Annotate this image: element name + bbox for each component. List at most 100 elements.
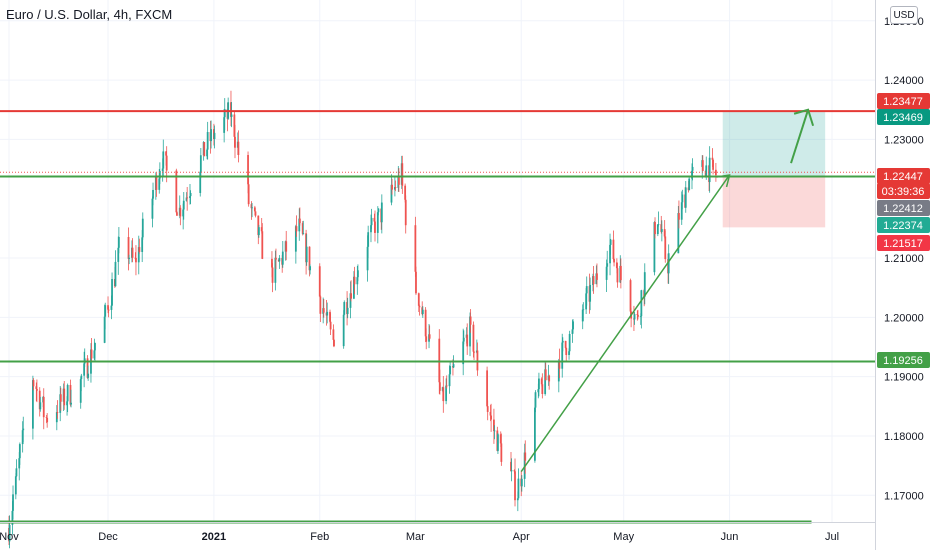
candle-body xyxy=(404,185,407,200)
candle-body xyxy=(257,227,260,236)
candle-body xyxy=(370,225,372,233)
candle-body xyxy=(370,217,373,226)
candle-body xyxy=(86,358,89,378)
candle-body xyxy=(138,247,141,252)
candle-body xyxy=(404,199,407,226)
x-tick-label: Jun xyxy=(721,531,739,543)
candle-body xyxy=(510,470,513,472)
candle-body xyxy=(609,244,611,264)
candle-body xyxy=(253,207,256,212)
candle-body xyxy=(490,415,493,420)
candle-body xyxy=(534,407,536,461)
candle-body xyxy=(254,211,257,216)
candle-body xyxy=(493,419,495,432)
candle-body xyxy=(561,342,564,369)
price-labels: 1.23477 1.23469 1.22447 03:39:36 1.22412 1.22… xyxy=(877,93,930,368)
candle-body xyxy=(664,236,667,260)
candle-body xyxy=(418,305,421,308)
candle-body xyxy=(517,478,520,499)
candle-body xyxy=(83,363,86,376)
candle-body xyxy=(66,401,68,406)
x-tick-label: Feb xyxy=(310,531,329,543)
candle-body xyxy=(585,286,588,294)
candle-body xyxy=(445,385,448,402)
candle-body xyxy=(452,364,455,368)
price-label: 1.22374 xyxy=(883,220,923,232)
candle-body xyxy=(18,458,21,469)
candle-body xyxy=(21,430,24,445)
candle-body xyxy=(425,336,428,342)
candle-body xyxy=(107,309,110,311)
candle-body xyxy=(353,276,355,299)
candle-body xyxy=(391,184,393,190)
candle-body xyxy=(428,334,431,339)
candle-body xyxy=(438,382,441,391)
price-label: 1.19256 xyxy=(883,355,923,367)
candle-body xyxy=(660,229,663,232)
candle-body xyxy=(285,241,288,252)
candle-body xyxy=(35,386,38,389)
candle-body xyxy=(114,261,117,287)
candle-body xyxy=(329,321,332,330)
projection-arrow-line xyxy=(790,109,810,164)
candle-body xyxy=(251,207,253,209)
candle-body xyxy=(261,231,264,259)
trend-line xyxy=(520,174,731,473)
candle-body xyxy=(257,215,260,236)
candle-body xyxy=(561,340,564,343)
candle-body xyxy=(233,114,236,137)
candle-body xyxy=(117,247,120,262)
candle-body xyxy=(295,226,298,232)
candle-body xyxy=(349,293,352,308)
candle-body xyxy=(158,170,161,179)
candle-body xyxy=(319,296,322,314)
candle-body xyxy=(302,233,305,235)
candle-body xyxy=(374,221,376,233)
candle-body xyxy=(79,379,82,403)
symbol-title: Euro / U.S. Dollar, 4h, FXCM xyxy=(6,7,173,22)
candle-body xyxy=(326,311,329,316)
candle-body xyxy=(32,380,35,387)
candle-body xyxy=(445,385,448,387)
candle-body xyxy=(63,388,66,406)
candle-body xyxy=(274,257,277,283)
candle-body xyxy=(117,237,120,248)
candle-body xyxy=(15,468,18,477)
candle-body xyxy=(70,402,72,405)
candle-body xyxy=(612,239,615,260)
candle-body xyxy=(616,268,619,283)
currency-button[interactable]: USD xyxy=(890,6,918,24)
candle-body xyxy=(247,155,249,185)
price-label: 1.22412 xyxy=(883,203,923,215)
candle-body xyxy=(469,316,471,347)
y-tick-label: 1.21000 xyxy=(884,253,924,265)
candle-body xyxy=(203,142,206,157)
candle-body xyxy=(619,265,622,281)
y-tick-label: 1.24000 xyxy=(884,75,924,87)
candle-body xyxy=(278,257,281,262)
candle-body xyxy=(398,176,400,185)
candle-body xyxy=(90,349,93,359)
candle-body xyxy=(472,324,475,352)
candle-body xyxy=(110,305,113,310)
candle-body xyxy=(22,428,25,431)
candle-body xyxy=(305,246,308,263)
candle-body xyxy=(59,394,62,402)
candle-body xyxy=(681,194,684,203)
x-tick-label: 2021 xyxy=(202,531,226,543)
candle-body xyxy=(486,370,488,407)
candle-body xyxy=(421,309,424,314)
candle-body xyxy=(165,155,168,171)
candle-body xyxy=(544,369,547,394)
candle-body xyxy=(161,168,164,171)
candle-body xyxy=(230,114,233,117)
candle-body xyxy=(135,257,137,263)
candle-body xyxy=(39,402,42,410)
candle-body xyxy=(592,276,595,285)
candle-body xyxy=(541,384,544,394)
candle-body xyxy=(684,187,687,208)
candle-body xyxy=(462,341,465,365)
candle-body xyxy=(424,309,427,337)
